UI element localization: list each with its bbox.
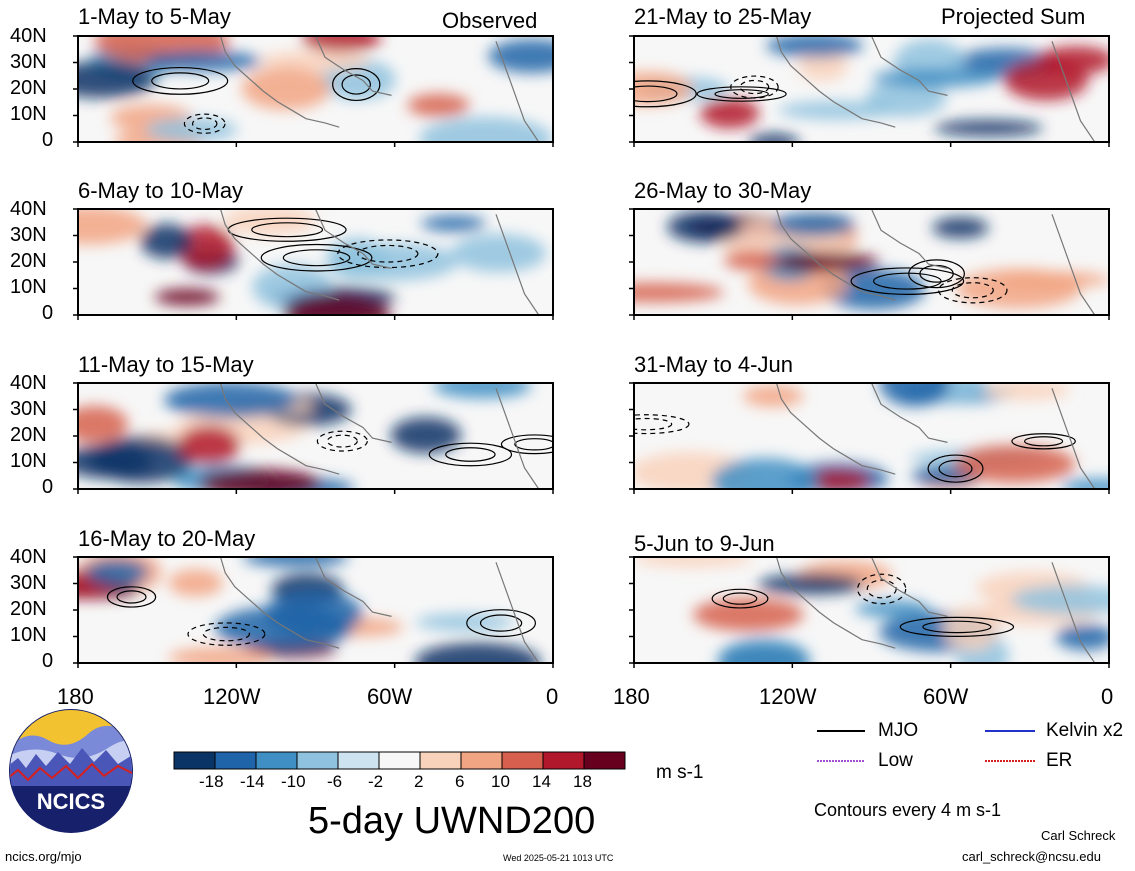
panel-1-period: 1-May to 5-May [78,4,231,29]
panel-3-period: 11-May to 15-May [78,352,254,377]
legend-kelvin-label: Kelvin x2 [1046,720,1124,741]
cb-tick-7: 10 [491,772,510,791]
ncics-logo: NCICS [9,709,133,833]
colorbar-swatch-8 [501,751,544,770]
map-panels [73,35,1110,668]
lat-0-p1: 0 [42,129,54,151]
cb-tick-5: 2 [414,772,424,791]
footer-author: Carl Schreck [1041,828,1116,843]
lat-40n-p3: 40N [10,372,47,394]
footer-url[interactable]: ncics.org/mjo [5,849,82,864]
cb-tick-2: -10 [281,772,306,791]
colorbar-swatch-6 [419,751,462,770]
panel-1-tag: Observed [442,8,538,33]
lat-40n-p4: 40N [10,546,47,568]
lon-120w-left: 120W [203,684,261,709]
panel-5-period: 21-May to 25-May [634,4,812,29]
cb-tick-6: 6 [455,772,465,791]
colorbar-swatch-0 [173,751,216,770]
lat-30n-p4: 30N [10,572,47,594]
lat-0-p4: 0 [42,650,54,672]
colorbar-swatch-9 [542,751,585,770]
panel-7-period: 31-May to 4-Jun [634,352,793,377]
lat-20n-p3: 20N [10,424,47,446]
colorbar-swatch-10 [583,751,626,770]
map-panel-2 [73,208,554,320]
cb-tick-3: -6 [327,772,343,791]
footer-timestamp: Wed 2025-05-21 1013 UTC [503,853,614,863]
lat-20n-p2: 20N [10,250,47,272]
colorbar [173,751,626,770]
panel-4-period: 16-May to 20-May [78,526,256,551]
lon-120w-right: 120W [759,684,817,709]
lon-60w-right: 60W [923,684,969,709]
lat-10n-p2: 10N [10,276,47,298]
lat-30n-p3: 30N [10,398,47,420]
legend-er-label: ER [1046,750,1073,771]
colorbar-swatch-4 [337,751,380,770]
lat-10n-p4: 10N [10,624,47,646]
panel-2-period: 6-May to 10-May [78,178,244,203]
colorbar-swatch-1 [214,751,257,770]
lat-20n-p4: 20N [10,598,47,620]
lat-10n-p3: 10N [10,450,47,472]
cb-tick-9: 18 [573,772,592,791]
lat-0-p2: 0 [42,302,54,324]
map-panel-1 [73,35,554,147]
panel-8-period: 5-Jun to 9-Jun [634,531,775,556]
logo-text: NCICS [37,789,105,814]
lat-40n-p1: 40N [10,25,47,47]
colorbar-swatch-2 [255,751,298,770]
map-panel-6 [629,208,1110,320]
colorbar-swatch-5 [378,751,421,770]
lat-10n-p1: 10N [10,103,47,125]
lon-0-right: 0 [1101,684,1114,709]
map-panel-7 [629,382,1110,494]
lon-60w-left: 60W [367,684,413,709]
colorbar-swatch-7 [460,751,503,770]
colorbar-units: m s-1 [656,762,704,783]
cb-tick-8: 14 [532,772,551,791]
map-panel-4 [73,556,554,668]
map-panel-8 [629,556,1110,668]
legend-low-label: Low [878,750,913,771]
cb-tick-1: -14 [240,772,265,791]
map-panel-3 [73,382,554,494]
lon-180-left: 180 [57,684,94,709]
lat-20n-p1: 20N [10,77,47,99]
panel-5-tag: Projected Sum [941,4,1086,29]
legend-mjo-label: MJO [878,720,919,741]
main-title: 5-day UWND200 [308,800,596,842]
lat-40n-p2: 40N [10,198,47,220]
cb-tick-0: -18 [199,772,224,791]
map-panel-5 [629,35,1110,147]
lon-0-left: 0 [546,684,559,709]
lat-0-p3: 0 [42,476,54,498]
lat-30n-p2: 30N [10,224,47,246]
panel-6-period: 26-May to 30-May [634,178,812,203]
legend-lines [817,730,1035,762]
lon-180-right: 180 [613,684,650,709]
lat-30n-p1: 30N [10,51,47,73]
colorbar-swatch-3 [296,751,339,770]
contour-note: Contours every 4 m s-1 [814,800,1002,820]
footer-email[interactable]: carl_schreck@ncsu.edu [962,849,1101,864]
cb-tick-4: -2 [368,772,384,791]
